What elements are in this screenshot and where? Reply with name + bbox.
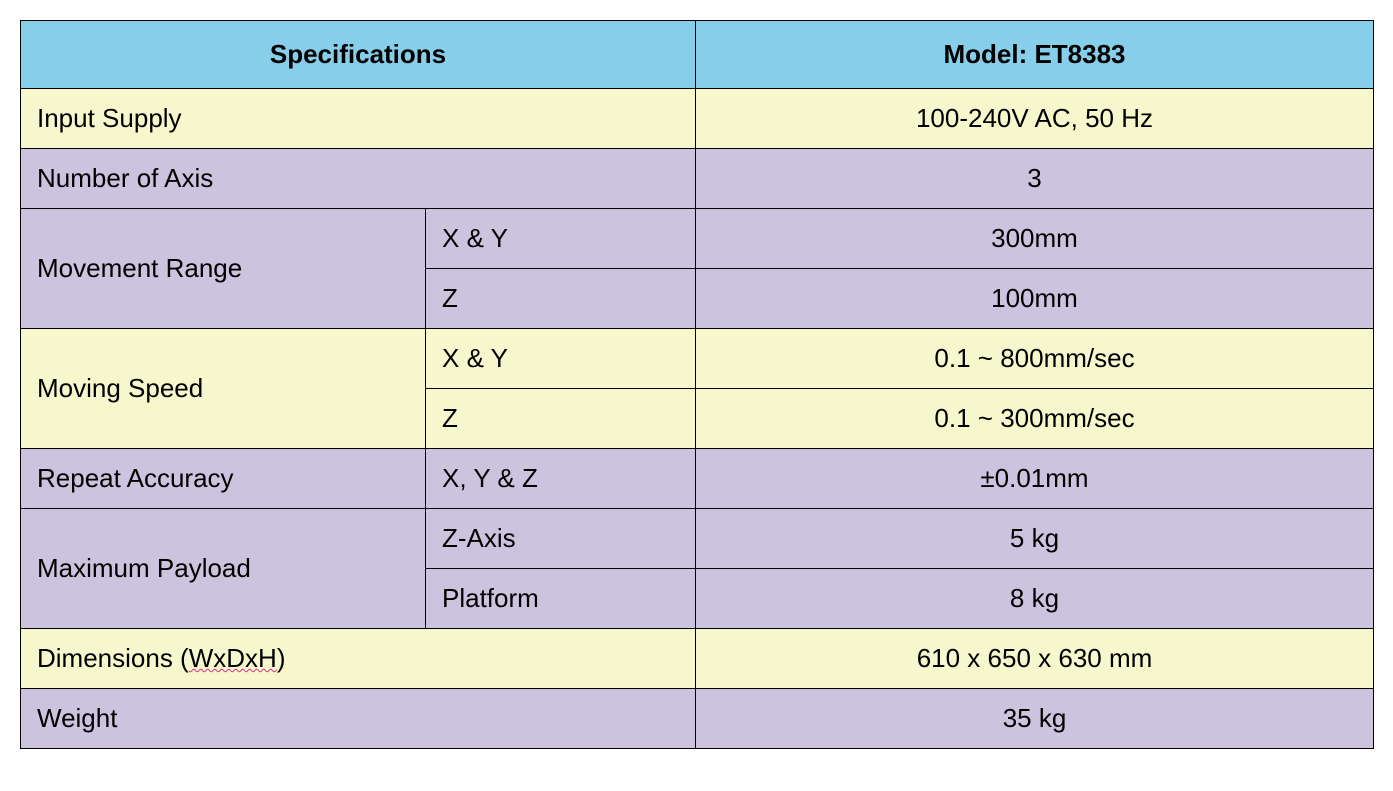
table-row: Input Supply 100-240V AC, 50 Hz <box>21 89 1374 149</box>
spec-sublabel: Z <box>426 389 696 449</box>
spec-label: Repeat Accuracy <box>21 449 426 509</box>
spec-value: 100mm <box>696 269 1374 329</box>
spec-value: ±0.01mm <box>696 449 1374 509</box>
spec-label: Movement Range <box>21 209 426 329</box>
specifications-table: Specifications Model: ET8383 Input Suppl… <box>20 20 1374 749</box>
spec-label: Dimensions (WxDxH) <box>21 629 696 689</box>
spec-label: Weight <box>21 689 696 749</box>
spec-sublabel: X, Y & Z <box>426 449 696 509</box>
spec-value: 3 <box>696 149 1374 209</box>
spec-value: 35 kg <box>696 689 1374 749</box>
table-header-row: Specifications Model: ET8383 <box>21 21 1374 89</box>
spec-label: Maximum Payload <box>21 509 426 629</box>
spellcheck-underline: WxDxH <box>189 643 277 673</box>
spec-label: Input Supply <box>21 89 696 149</box>
spec-value: 0.1 ~ 300mm/sec <box>696 389 1374 449</box>
table-row: Repeat Accuracy X, Y & Z ±0.01mm <box>21 449 1374 509</box>
spec-value: 100-240V AC, 50 Hz <box>696 89 1374 149</box>
table-row: Movement Range X & Y 300mm <box>21 209 1374 269</box>
spec-sublabel: Platform <box>426 569 696 629</box>
spec-sublabel: X & Y <box>426 209 696 269</box>
spec-sublabel: X & Y <box>426 329 696 389</box>
spec-value: 8 kg <box>696 569 1374 629</box>
table-row: Number of Axis 3 <box>21 149 1374 209</box>
spec-sublabel: Z-Axis <box>426 509 696 569</box>
spec-value: 300mm <box>696 209 1374 269</box>
table-row: Weight 35 kg <box>21 689 1374 749</box>
spec-value: 0.1 ~ 800mm/sec <box>696 329 1374 389</box>
header-specifications: Specifications <box>21 21 696 89</box>
spec-label: Number of Axis <box>21 149 696 209</box>
spec-sublabel: Z <box>426 269 696 329</box>
spec-label: Moving Speed <box>21 329 426 449</box>
spec-value: 5 kg <box>696 509 1374 569</box>
header-model: Model: ET8383 <box>696 21 1374 89</box>
table-row: Moving Speed X & Y 0.1 ~ 800mm/sec <box>21 329 1374 389</box>
spec-value: 610 x 650 x 630 mm <box>696 629 1374 689</box>
table-row: Maximum Payload Z-Axis 5 kg <box>21 509 1374 569</box>
table-row: Dimensions (WxDxH) 610 x 650 x 630 mm <box>21 629 1374 689</box>
